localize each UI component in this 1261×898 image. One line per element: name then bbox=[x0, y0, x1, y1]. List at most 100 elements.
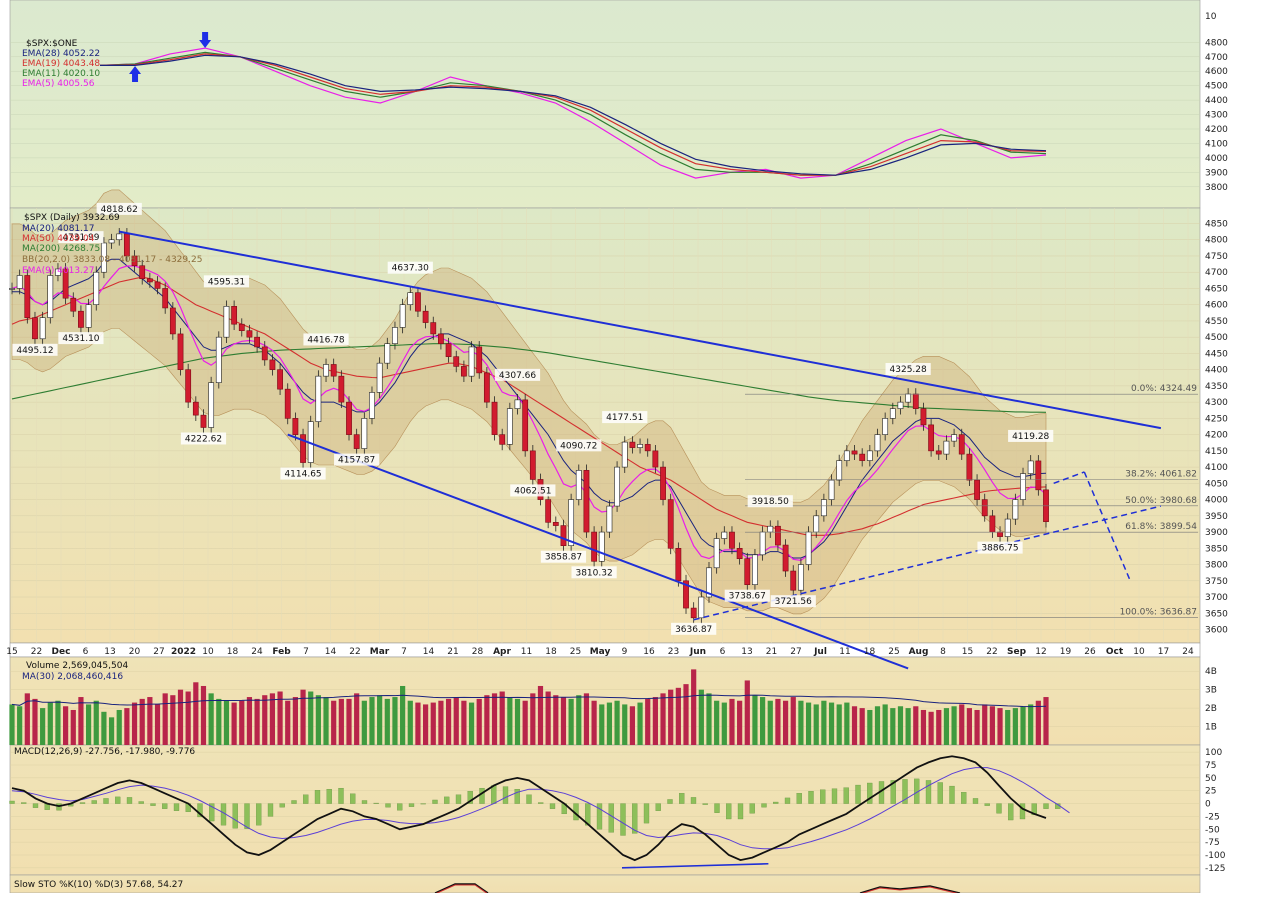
candle-body bbox=[483, 372, 490, 403]
x-axis-label: Aug bbox=[909, 647, 929, 657]
candle-body bbox=[1004, 518, 1011, 537]
ratio-ema-line-1 bbox=[99, 51, 1047, 176]
candle-body bbox=[675, 548, 682, 582]
candle-body bbox=[384, 343, 391, 364]
ratio-ema-line-3 bbox=[100, 54, 1047, 176]
volume-bar bbox=[377, 695, 383, 745]
x-axis-label: 25 bbox=[888, 647, 899, 657]
volume-bar bbox=[384, 698, 390, 745]
candle-body bbox=[652, 450, 659, 468]
candle-body bbox=[369, 392, 375, 419]
candle-body bbox=[637, 444, 643, 448]
volume-bar bbox=[951, 706, 957, 745]
ma200-line bbox=[11, 343, 1047, 413]
macd-histogram-bar bbox=[9, 800, 15, 804]
candle-body bbox=[162, 288, 169, 309]
volume-bar bbox=[200, 685, 207, 745]
candle-body bbox=[874, 434, 881, 452]
candle-body bbox=[997, 531, 1003, 537]
volume-bar bbox=[874, 706, 881, 745]
volume-bar bbox=[591, 700, 597, 745]
volume-bar bbox=[78, 697, 84, 745]
macd-histogram-bar bbox=[244, 803, 250, 829]
candle-body bbox=[522, 399, 529, 452]
volume-bar bbox=[499, 691, 505, 745]
macd-histogram-bar bbox=[350, 793, 356, 804]
candle-body bbox=[813, 515, 820, 533]
macd-histogram-bar bbox=[643, 803, 650, 824]
volume-bar bbox=[629, 706, 635, 745]
macd-divergence-trendline bbox=[621, 862, 769, 869]
volume-bar bbox=[415, 702, 421, 745]
macd-histogram-bar bbox=[690, 797, 697, 804]
volume-bar bbox=[752, 695, 758, 745]
candle-body bbox=[108, 239, 115, 244]
ratio-legend-ema11: EMA(11) 4020.10 bbox=[22, 69, 100, 79]
macd-histogram-bar bbox=[232, 803, 238, 829]
macd-histogram-bar bbox=[455, 794, 462, 804]
price-annotation: 4090.72 bbox=[560, 441, 597, 451]
candle-body bbox=[39, 317, 46, 340]
macd-title: MACD(12,26,9) -27.756, -17.980, -9.776 bbox=[14, 747, 195, 757]
x-axis-label: 11 bbox=[521, 647, 532, 657]
x-axis-label: 22 bbox=[31, 647, 42, 657]
volume-bar bbox=[40, 708, 46, 745]
price-legend-bb: BB(20,2.0) 3833.08 - 4081.17 - 4329.25 bbox=[22, 255, 202, 265]
candle-body bbox=[851, 450, 858, 455]
candle-body bbox=[790, 570, 797, 591]
volume-bar bbox=[698, 689, 704, 745]
ratio-ytick-label: 3900 bbox=[1205, 168, 1228, 178]
price-ytick-label: 4850 bbox=[1205, 219, 1228, 229]
macd-histogram-bar bbox=[737, 803, 744, 820]
volume-bar bbox=[47, 702, 53, 745]
price-ytick-label: 3900 bbox=[1205, 528, 1228, 538]
volume-bar bbox=[813, 704, 819, 745]
volume-bar bbox=[905, 708, 911, 745]
x-axis-label: Sep bbox=[1007, 647, 1027, 657]
price-annotation-bg bbox=[12, 343, 58, 356]
price-annotation-bg bbox=[280, 467, 326, 480]
candle-body bbox=[123, 233, 130, 257]
price-legend-ma200: MA(200) 4268.75 bbox=[22, 244, 100, 254]
candle-body bbox=[560, 525, 567, 547]
macd-histogram-bar bbox=[432, 799, 438, 804]
price-ytick-label: 3700 bbox=[1205, 593, 1228, 603]
ratio-top-tick-label: 10 bbox=[1205, 12, 1217, 22]
volume-bar bbox=[645, 698, 651, 745]
ratio-ytick-label: 4600 bbox=[1205, 67, 1228, 77]
x-axis-label: 24 bbox=[251, 647, 263, 657]
candle-body bbox=[499, 434, 506, 445]
price-ytick-label: 4300 bbox=[1205, 398, 1228, 408]
macd-histogram-bar bbox=[514, 789, 520, 804]
volume-bar bbox=[315, 695, 321, 745]
price-annotation-bg bbox=[203, 275, 250, 288]
macd-histogram-bar bbox=[620, 803, 626, 836]
price-ytick-label: 4650 bbox=[1205, 284, 1228, 294]
candle-body bbox=[78, 310, 84, 328]
macd-histogram-bar bbox=[150, 803, 156, 806]
candle-body bbox=[430, 322, 437, 335]
volume-ma-line bbox=[11, 694, 1047, 708]
price-annotation-bg bbox=[556, 439, 602, 452]
volume-bar bbox=[974, 709, 980, 745]
macd-histogram-bar bbox=[726, 803, 732, 820]
candle-body bbox=[958, 434, 965, 455]
macd-histogram-bar bbox=[491, 785, 497, 804]
candle-body bbox=[154, 281, 161, 289]
stochastic-lines bbox=[434, 883, 961, 895]
macd-histogram-bar bbox=[256, 803, 262, 826]
volume-bar bbox=[1005, 709, 1011, 745]
candle-body bbox=[583, 470, 590, 533]
x-axis-label: 12 bbox=[1035, 647, 1046, 657]
volume-ytick-label: 3B bbox=[1205, 686, 1217, 696]
candle-body bbox=[644, 444, 651, 452]
macd-histogram-bar bbox=[502, 786, 509, 804]
candle-body bbox=[859, 453, 866, 461]
volume-bar bbox=[637, 702, 643, 745]
x-axis-label: Jul bbox=[813, 647, 827, 657]
volume-bar bbox=[85, 704, 92, 745]
x-axis-label: 27 bbox=[153, 647, 164, 657]
candle-body bbox=[820, 499, 827, 517]
volume-bar bbox=[790, 697, 796, 745]
price-ytick-label: 4700 bbox=[1205, 268, 1228, 278]
